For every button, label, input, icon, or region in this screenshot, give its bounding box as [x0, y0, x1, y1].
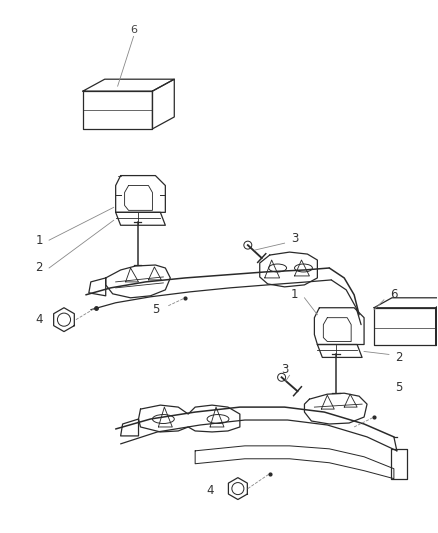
- Text: 3: 3: [281, 363, 288, 376]
- Text: 5: 5: [152, 303, 159, 316]
- Text: 6: 6: [130, 25, 137, 35]
- Text: 4: 4: [35, 313, 43, 326]
- Text: 3: 3: [291, 232, 298, 245]
- Text: 1: 1: [35, 233, 43, 247]
- Text: 2: 2: [395, 351, 403, 364]
- Text: 6: 6: [390, 288, 398, 301]
- Text: 1: 1: [291, 288, 298, 301]
- Text: 5: 5: [395, 381, 403, 394]
- Text: 4: 4: [206, 484, 214, 497]
- Text: 2: 2: [35, 262, 43, 274]
